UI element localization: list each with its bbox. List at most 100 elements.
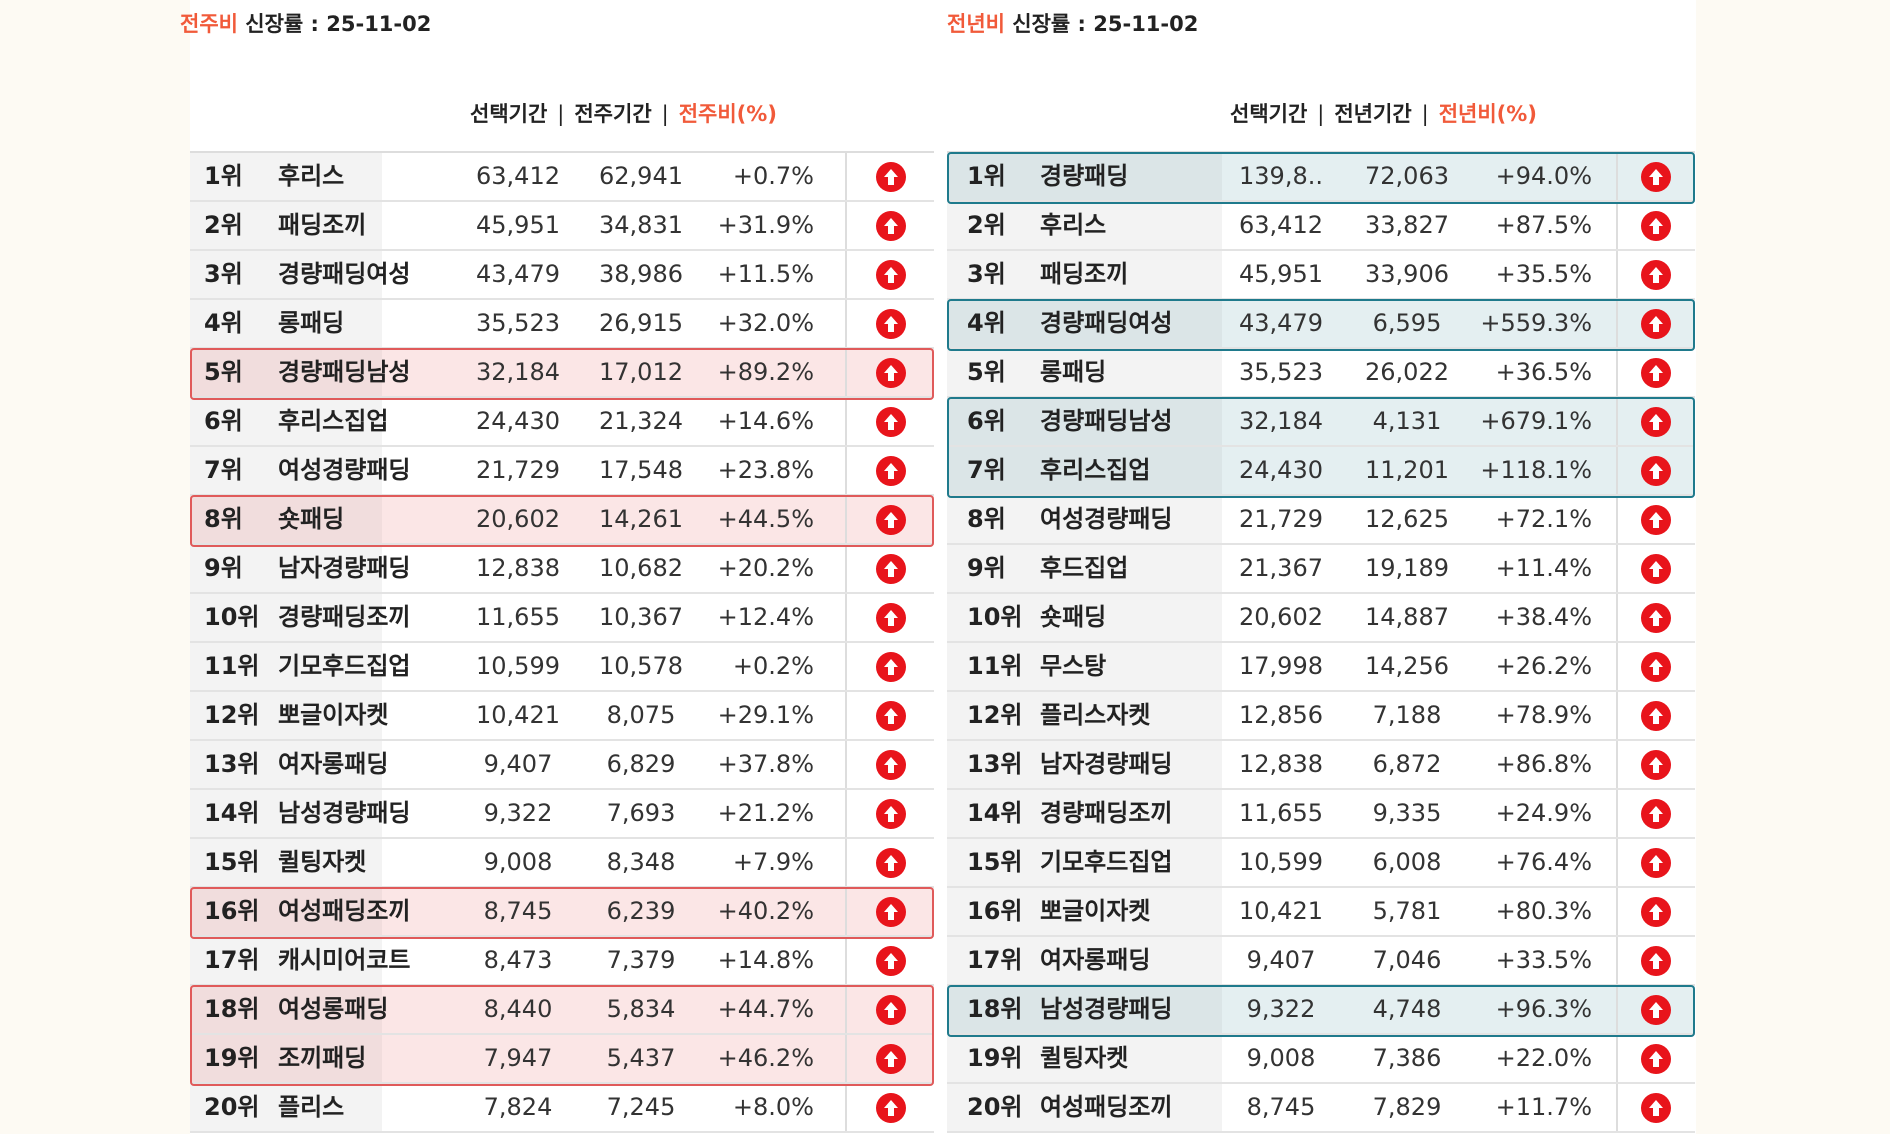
table-row[interactable]: 6위 경량패딩남성 32,184 4,131 +679.1% [947,398,1695,447]
rank-label: 18위 [967,995,1023,1023]
rank-cell: 4위 롱패딩 [190,300,382,347]
keyword-name: 패딩조끼 [1040,260,1129,288]
table-row[interactable]: 9위 남자경량패딩 12,838 10,682 +20.2% [190,545,934,594]
table-row[interactable]: 3위 경량패딩여성 43,479 38,986 +11.5% [190,251,934,300]
rank-cell: 7위 여성경량패딩 [190,447,410,494]
table-row[interactable]: 10위 경량패딩조끼 11,655 10,367 +12.4% [190,594,934,643]
table-row[interactable]: 5위 경량패딩남성 32,184 17,012 +89.2% [190,349,934,398]
ratio-value: +26.2% [1495,652,1592,680]
table-row[interactable]: 6위 후리스집업 24,430 21,324 +14.6% [190,398,934,447]
table-row[interactable]: 4위 경량패딩여성 43,479 6,595 +559.3% [947,300,1695,349]
keyword-name: 여성패딩조끼 [1040,1093,1173,1121]
table-row[interactable]: 20위 플리스 7,824 7,245 +8.0% [190,1084,934,1133]
table-row[interactable]: 13위 여자롱패딩 9,407 6,829 +37.8% [190,741,934,790]
up-arrow-icon [1641,1093,1671,1123]
table-row[interactable]: 18위 남성경량패딩 9,322 4,748 +96.3% [947,986,1695,1035]
rank-cell: 14위 남성경량패딩 [190,790,410,837]
previous-value: 4,748 [1372,995,1442,1023]
table-row[interactable]: 14위 남성경량패딩 9,322 7,693 +21.2% [190,790,934,839]
previous-value: 5,834 [606,995,676,1023]
table-row[interactable]: 13위 남자경량패딩 12,838 6,872 +86.8% [947,741,1695,790]
up-arrow-icon [1641,652,1671,682]
table-row[interactable]: 2위 패딩조끼 45,951 34,831 +31.9% [190,202,934,251]
rank-label: 17위 [204,946,260,974]
rank-label: 5위 [967,358,1006,386]
trend-cell [845,594,934,641]
rank-label: 18위 [204,995,260,1023]
up-arrow-icon [876,554,906,584]
rank-label: 19위 [967,1044,1023,1072]
ratio-value: +20.2% [717,554,814,582]
table-row[interactable]: 9위 후드집업 21,367 19,189 +11.4% [947,545,1695,594]
table-row[interactable]: 19위 퀼팅자켓 9,008 7,386 +22.0% [947,1035,1695,1084]
selected-value: 139,8.. [1239,162,1323,190]
selected-value: 43,479 [1239,309,1323,337]
table-row[interactable]: 15위 퀼팅자켓 9,008 8,348 +7.9% [190,839,934,888]
up-arrow-icon [876,162,906,192]
keyword-name: 경량패딩조끼 [278,603,411,631]
rank-cell: 11위 무스탕 [947,643,1222,690]
header-selected: 선택기간 [1230,102,1308,126]
table-row[interactable]: 8위 여성경량패딩 21,729 12,625 +72.1% [947,496,1695,545]
table-row[interactable]: 4위 롱패딩 35,523 26,915 +32.0% [190,300,934,349]
table-row[interactable]: 1위 경량패딩 139,8.. 72,063 +94.0% [947,153,1695,202]
table-row[interactable]: 17위 캐시미어코트 8,473 7,379 +14.8% [190,937,934,986]
previous-value: 26,022 [1365,358,1449,386]
rank-cell: 17위 여자롱패딩 [947,937,1222,984]
keyword-name: 캐시미어코트 [278,946,411,974]
selected-value: 24,430 [476,407,560,435]
ratio-value: +86.8% [1495,750,1592,778]
table-row[interactable]: 5위 롱패딩 35,523 26,022 +36.5% [947,349,1695,398]
table-row[interactable]: 14위 경량패딩조끼 11,655 9,335 +24.9% [947,790,1695,839]
table-row[interactable]: 1위 후리스 63,412 62,941 +0.7% [190,153,934,202]
table-row[interactable]: 16위 여성패딩조끼 8,745 6,239 +40.2% [190,888,934,937]
table-row[interactable]: 3위 패딩조끼 45,951 33,906 +35.5% [947,251,1695,300]
up-arrow-icon [1641,701,1671,731]
yearly-title: 전년비 신장률 : 25-11-02 [947,8,1198,38]
rank-cell: 13위 여자롱패딩 [190,741,388,788]
table-row[interactable]: 17위 여자롱패딩 9,407 7,046 +33.5% [947,937,1695,986]
table-row[interactable]: 19위 조끼패딩 7,947 5,437 +46.2% [190,1035,934,1084]
table-row[interactable]: 8위 숏패딩 20,602 14,261 +44.5% [190,496,934,545]
rank-cell: 9위 남자경량패딩 [190,545,410,592]
ratio-value: +14.8% [717,946,814,974]
rank-label: 16위 [204,897,260,925]
up-arrow-icon [1641,162,1671,192]
table-row[interactable]: 11위 무스탕 17,998 14,256 +26.2% [947,643,1695,692]
ratio-value: +21.2% [717,799,814,827]
previous-value: 26,915 [599,309,683,337]
keyword-name: 숏패딩 [1040,603,1107,631]
up-arrow-icon [876,1093,906,1123]
keyword-name: 뽀글이자켓 [1040,897,1151,925]
trend-cell [845,790,934,837]
keyword-name: 여자롱패딩 [1040,946,1151,974]
table-row[interactable]: 15위 기모후드집업 10,599 6,008 +76.4% [947,839,1695,888]
table-row[interactable]: 7위 후리스집업 24,430 11,201 +118.1% [947,447,1695,496]
trend-cell [1616,741,1695,788]
trend-cell [845,153,934,200]
table-row[interactable]: 10위 숏패딩 20,602 14,887 +38.4% [947,594,1695,643]
weekly-title: 전주비 신장률 : 25-11-02 [180,8,431,38]
table-row[interactable]: 16위 뽀글이자켓 10,421 5,781 +80.3% [947,888,1695,937]
rank-cell: 13위 남자경량패딩 [947,741,1222,788]
selected-value: 7,824 [483,1093,553,1121]
table-row[interactable]: 18위 여성롱패딩 8,440 5,834 +44.7% [190,986,934,1035]
trend-cell [845,643,934,690]
table-row[interactable]: 12위 플리스자켓 12,856 7,188 +78.9% [947,692,1695,741]
up-arrow-icon [876,603,906,633]
keyword-name: 여자롱패딩 [278,750,389,778]
selected-value: 20,602 [1239,603,1323,631]
ratio-value: +679.1% [1480,407,1592,435]
table-row[interactable]: 7위 여성경량패딩 21,729 17,548 +23.8% [190,447,934,496]
selected-value: 8,473 [483,946,553,974]
up-arrow-icon [876,358,906,388]
up-arrow-icon [876,652,906,682]
table-row[interactable]: 2위 후리스 63,412 33,827 +87.5% [947,202,1695,251]
selected-value: 21,729 [476,456,560,484]
keyword-name: 기모후드집업 [1040,848,1173,876]
table-row[interactable]: 12위 뽀글이자켓 10,421 8,075 +29.1% [190,692,934,741]
table-row[interactable]: 20위 여성패딩조끼 8,745 7,829 +11.7% [947,1084,1695,1133]
header-ratio: 전년비(%) [1438,102,1537,126]
rank-cell: 15위 퀼팅자켓 [190,839,382,886]
table-row[interactable]: 11위 기모후드집업 10,599 10,578 +0.2% [190,643,934,692]
